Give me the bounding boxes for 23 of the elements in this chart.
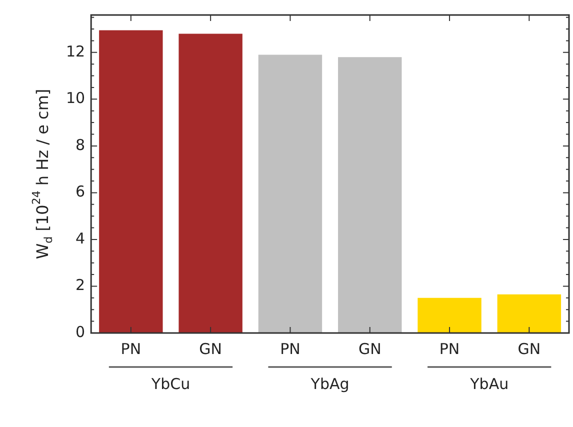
x-tick-label: PN (280, 340, 300, 358)
y-tick-label: 0 (76, 322, 86, 341)
x-tick-label: PN (120, 340, 142, 358)
y-tick-label: 2 (76, 276, 86, 294)
bar (338, 57, 402, 333)
y-tick-label: 12 (66, 42, 86, 60)
bar (258, 54, 322, 333)
bar (418, 298, 482, 333)
x-tick-label: GN (199, 340, 222, 358)
text: YbAg (310, 374, 350, 393)
bar (497, 294, 562, 333)
text: YbCu (150, 374, 190, 393)
text: YbAu (469, 374, 509, 393)
y-tick-label: 4 (76, 229, 86, 248)
x-tick-label: PN (439, 340, 460, 358)
bar (178, 34, 242, 333)
y-tick-label: 6 (76, 182, 86, 201)
y-tick-label: 10 (66, 89, 86, 108)
y-axis-title: Wd [1024 h Hz / e cm] (30, 88, 55, 260)
bar (99, 30, 163, 333)
y-tick-label: 8 (76, 136, 86, 154)
x-tick-label: GN (358, 340, 382, 358)
x-tick-label: GN (518, 340, 541, 358)
